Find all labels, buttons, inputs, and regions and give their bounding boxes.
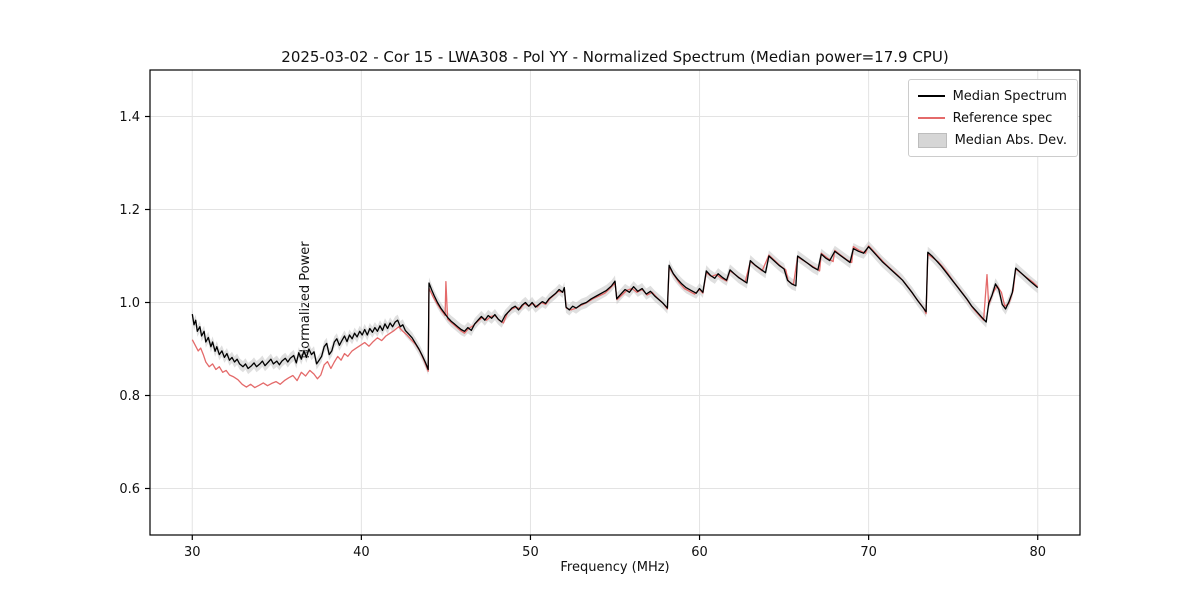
x-tick-label: 50 <box>522 545 539 560</box>
x-tick-label: 40 <box>353 545 370 560</box>
legend-item-label: Median Spectrum <box>952 88 1067 104</box>
legend-item: Median Abs. Dev. <box>917 131 1067 149</box>
x-tick-label: 60 <box>691 545 708 560</box>
legend-band-swatch <box>917 132 947 148</box>
legend-line-swatch <box>917 95 945 97</box>
x-axis-label: Frequency (MHz) <box>560 560 670 575</box>
legend: Median Spectrum Reference spec Median Abs.… <box>907 79 1078 157</box>
x-tick-label: 80 <box>1029 545 1046 560</box>
y-tick-label: 0.8 <box>119 389 140 404</box>
legend-item-label: Median Abs. Dev. <box>954 132 1067 148</box>
legend-item: Reference spec <box>917 109 1067 127</box>
x-tick-label: 30 <box>184 545 201 560</box>
legend-item: Median Spectrum <box>917 87 1067 105</box>
mad-band <box>192 241 1038 375</box>
x-tick-label: 70 <box>860 545 877 560</box>
chart-title: 2025-03-02 - Cor 15 - LWA308 - Pol YY - … <box>281 48 949 66</box>
y-tick-label: 1.4 <box>119 110 140 125</box>
median-spectrum-line <box>191 246 1039 371</box>
y-tick-label: 1.2 <box>119 203 140 218</box>
reference-spec-line <box>191 245 1039 389</box>
legend-line-swatch <box>917 117 945 119</box>
y-tick-label: 1.0 <box>119 296 140 311</box>
legend-item-label: Reference spec <box>952 110 1053 126</box>
y-tick-label: 0.6 <box>119 482 140 497</box>
